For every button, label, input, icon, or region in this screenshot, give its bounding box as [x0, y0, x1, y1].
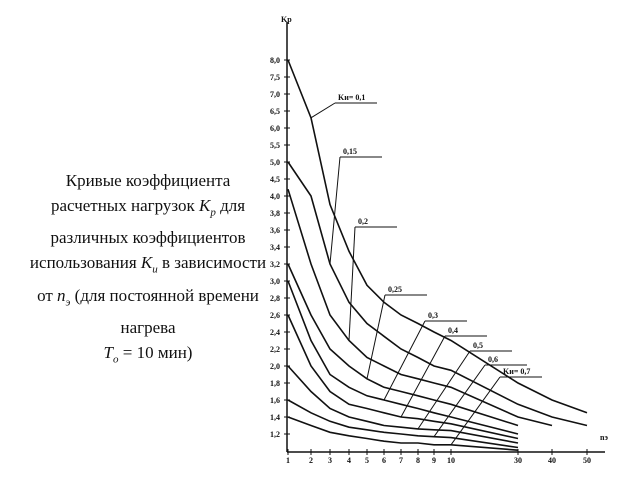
x-tick-label: 9 [432, 456, 436, 465]
series-label: 0,6 [488, 355, 498, 364]
curve [287, 280, 519, 435]
curve [287, 314, 519, 440]
series-label: 0,5 [473, 341, 483, 350]
x-tick-label: 30 [514, 456, 522, 465]
y-tick-label: 1,4 [270, 413, 280, 422]
y-tick-label: 1,6 [270, 396, 280, 405]
curve [287, 399, 519, 449]
curve [287, 365, 519, 444]
y-tick-label: 7,5 [270, 73, 280, 82]
curve [287, 263, 519, 427]
leader-line [329, 156, 341, 265]
y-tick-label: 2,4 [270, 328, 280, 337]
curve [287, 59, 588, 414]
y-tick-label: 3,4 [270, 243, 280, 252]
y-tick-label: 3,6 [270, 226, 280, 235]
y-tick-label: 2,8 [270, 294, 280, 303]
leader-line [417, 350, 471, 430]
y-tick-label: 6,0 [270, 124, 280, 133]
y-tick-label: 5,5 [270, 141, 280, 150]
y-tick-label: 4,5 [270, 175, 280, 184]
leader-line [450, 376, 501, 446]
y-tick-label: 2,2 [270, 345, 280, 354]
y-tick-label: 4,0 [270, 192, 280, 201]
series-label: 0,25 [388, 285, 402, 294]
curve [287, 161, 588, 427]
subscript: р [210, 206, 216, 219]
leader-line [400, 335, 446, 418]
x-tick-label: 5 [365, 456, 369, 465]
y-tick-label: 2,6 [270, 311, 280, 320]
leader-line [366, 294, 386, 379]
y-tick-label: 6,5 [270, 107, 280, 116]
y-tick-label: 3,2 [270, 260, 280, 269]
y-tick-label: 7,0 [270, 90, 280, 99]
subscript: и [152, 263, 158, 276]
series-label: 0,3 [428, 311, 438, 320]
y-tick-label: 8,0 [270, 56, 280, 65]
leader-line [433, 364, 486, 437]
y-tick-label: 1,2 [270, 430, 280, 439]
x-tick-label: 1 [286, 456, 290, 465]
series-label: 0,2 [358, 217, 368, 226]
leader-line [310, 102, 336, 119]
y-tick-label: 2,0 [270, 362, 280, 371]
caption-text: = 10 мин) [122, 343, 193, 363]
symbol: n [57, 285, 66, 305]
series-label: 0,15 [343, 147, 357, 156]
caption-text: Кривые коэффициента расчетных нагрузок [50, 171, 231, 215]
x-tick-label: 3 [328, 456, 332, 465]
y-tick-label: 1,8 [270, 379, 280, 388]
x-tick-label: 2 [309, 456, 313, 465]
x-tick-label: 4 [347, 456, 351, 465]
symbol: T [103, 343, 113, 363]
caption: Кривые коэффициента расчетных нагрузок K… [28, 168, 268, 373]
x-tick-label: 10 [447, 456, 455, 465]
x-tick-label: 40 [548, 456, 556, 465]
caption-text: (для постоянной времени нагрева [74, 285, 259, 338]
series-label: 0,4 [448, 326, 458, 335]
caption-text: в зависимости от [37, 253, 267, 305]
y-tick-label: 3,8 [270, 209, 280, 218]
subscript: э [65, 296, 71, 309]
leader-line [348, 226, 356, 341]
series-label: Kи= 0,1 [338, 93, 365, 102]
y-tick-label: 3,0 [270, 277, 280, 286]
x-tick-label: 6 [382, 456, 386, 465]
symbol: K [140, 253, 153, 273]
curve [287, 188, 553, 427]
series-label: Kи= 0,7 [503, 367, 530, 376]
y-axis-label: Kр [281, 15, 292, 24]
caption-text: для различных коэффициентов использовани… [29, 196, 246, 273]
subscript: о [113, 353, 119, 366]
x-tick-label: 7 [399, 456, 403, 465]
x-tick-label: 50 [583, 456, 591, 465]
curve [287, 416, 519, 451]
x-tick-label: 8 [416, 456, 420, 465]
x-axis-label: nэ [600, 433, 608, 442]
leader-line [383, 320, 426, 401]
y-tick-label: 5,0 [270, 158, 280, 167]
symbol: K [199, 196, 211, 215]
